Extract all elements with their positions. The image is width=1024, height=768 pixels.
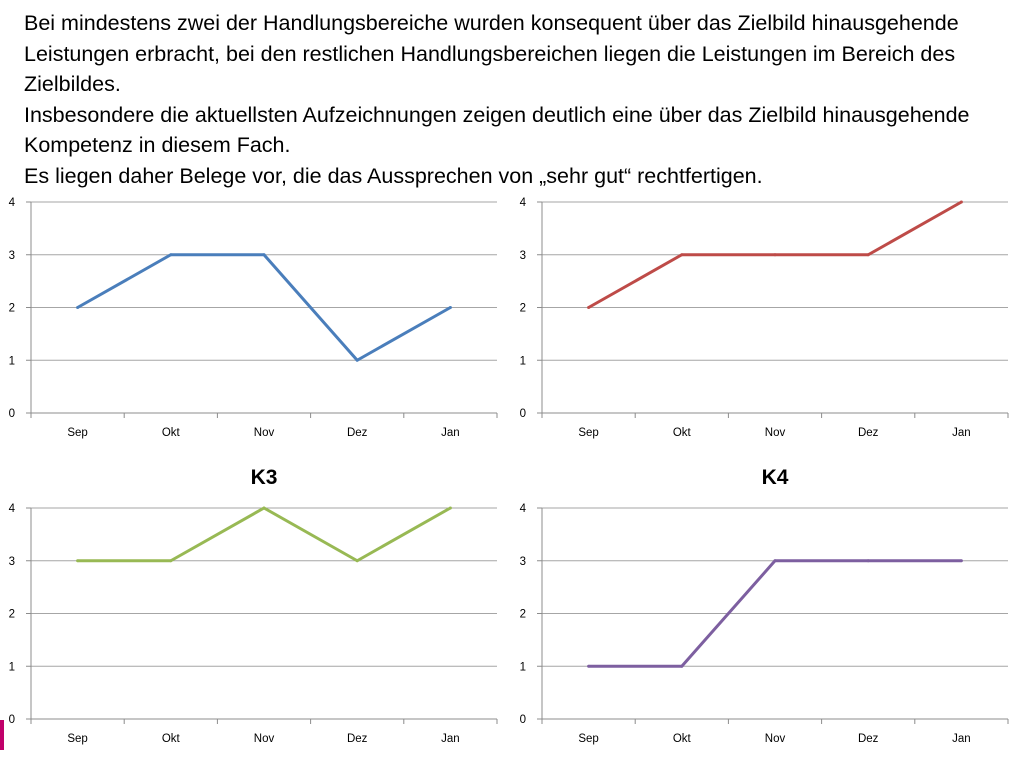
chart-3-y-tick-label: 2: [9, 609, 15, 621]
chart-2-point-okt: [680, 253, 684, 257]
chart-4-x-tick-label: Okt: [673, 733, 692, 745]
chart-3-title: K3: [251, 466, 278, 489]
chart-4-point-nov: [773, 559, 777, 563]
chart-2-point-nov: [773, 253, 777, 257]
chart-4-y-tick-label: 3: [520, 556, 526, 568]
chart-2-point-sep: [587, 306, 591, 309]
chart-4: 0 1 2 3 4 Sep Okt Nov Dez Jan K4: [520, 466, 1009, 745]
chart-4-point-okt: [680, 664, 684, 668]
chart-3-point-dez: [355, 559, 359, 563]
chart-1-point-dez: [355, 358, 359, 362]
chart-1-y-tick-label: 0: [9, 408, 15, 420]
chart-3-x-tick-label: Nov: [254, 733, 275, 745]
chart-4-y-tick-label: 1: [520, 661, 526, 673]
chart-1-x-tick-label: Okt: [162, 427, 181, 439]
chart-4-point-sep: [587, 664, 591, 668]
chart-2-x-tick-label: Sep: [578, 427, 598, 439]
chart-4-point-dez: [866, 559, 870, 563]
chart-1-point-jan: [448, 306, 452, 309]
chart-2-y-tick-label: 3: [520, 250, 526, 262]
chart-3-y-tick-label: 1: [9, 661, 15, 673]
chart-2-point-jan: [959, 200, 963, 204]
chart-3-x-tick-label: Jan: [441, 733, 460, 745]
chart-1-x-tick-label: Dez: [347, 427, 368, 439]
chart-4-point-jan: [959, 559, 963, 563]
chart-4-x-tick-label: Jan: [952, 733, 971, 745]
chart-3: 0 1 2 3 4 Sep Okt Nov Dez Jan K3: [9, 466, 498, 745]
chart-1-x-tick-label: Jan: [441, 427, 460, 439]
intro-paragraph-3: Es liegen daher Belege vor, die das Auss…: [24, 163, 763, 188]
chart-1-y-tick-label: 2: [9, 303, 15, 315]
chart-4-title: K4: [762, 466, 789, 489]
chart-2: 0 1 2 3 4 Sep Okt Nov Dez Jan: [520, 197, 1009, 439]
chart-2-y-tick-label: 0: [520, 408, 526, 420]
chart-1: 0 1 2 3 4 Sep Okt Nov Dez Jan: [9, 197, 498, 439]
chart-3-y-tick-label: 4: [9, 503, 16, 515]
intro-paragraph-2: Insbesondere die aktuellsten Aufzeichnun…: [24, 102, 970, 158]
chart-3-point-jan: [448, 506, 452, 510]
chart-4-x-tick-label: Sep: [578, 733, 598, 745]
chart-4-y-tick-label: 0: [520, 714, 526, 726]
chart-2-y-tick-label: 4: [520, 197, 527, 209]
chart-3-x-tick-label: Okt: [162, 733, 181, 745]
chart-1-x-tick-label: Nov: [254, 427, 275, 439]
chart-1-y-tick-label: 1: [9, 355, 15, 367]
chart-2-y-tick-label: 2: [520, 303, 526, 315]
accent-mark: [0, 720, 4, 750]
chart-4-x-tick-label: Dez: [858, 733, 879, 745]
chart-3-x-tick-label: Sep: [67, 733, 87, 745]
chart-2-x-tick-label: Okt: [673, 427, 692, 439]
chart-2-point-dez: [866, 253, 870, 257]
chart-3-point-sep: [76, 559, 80, 563]
chart-4-y-tick-label: 4: [520, 503, 527, 515]
chart-1-y-tick-label: 4: [9, 197, 16, 209]
intro-text: Bei mindestens zwei der Handlungsbereich…: [24, 8, 1009, 191]
chart-2-x-tick-label: Dez: [858, 427, 879, 439]
chart-3-point-nov: [262, 506, 266, 510]
chart-1-point-okt: [169, 253, 173, 257]
chart-3-point-okt: [169, 559, 173, 563]
chart-3-series-line: [77, 506, 452, 563]
chart-1-x-tick-label: Sep: [67, 427, 87, 439]
chart-4-y-tick-label: 2: [520, 609, 526, 621]
chart-1-y-tick-label: 3: [9, 250, 15, 262]
chart-2-y-tick-label: 1: [520, 355, 526, 367]
intro-paragraph-1: Bei mindestens zwei der Handlungsbereich…: [24, 11, 959, 96]
chart-1-point-nov: [262, 253, 266, 257]
chart-4-x-tick-label: Nov: [765, 733, 786, 745]
chart-1-point-sep: [76, 306, 80, 309]
chart-2-x-tick-label: Nov: [765, 427, 786, 439]
chart-3-y-tick-label: 3: [9, 556, 15, 568]
chart-3-y-tick-label: 0: [9, 714, 15, 726]
chart-3-x-tick-label: Dez: [347, 733, 368, 745]
chart-2-x-tick-label: Jan: [952, 427, 971, 439]
